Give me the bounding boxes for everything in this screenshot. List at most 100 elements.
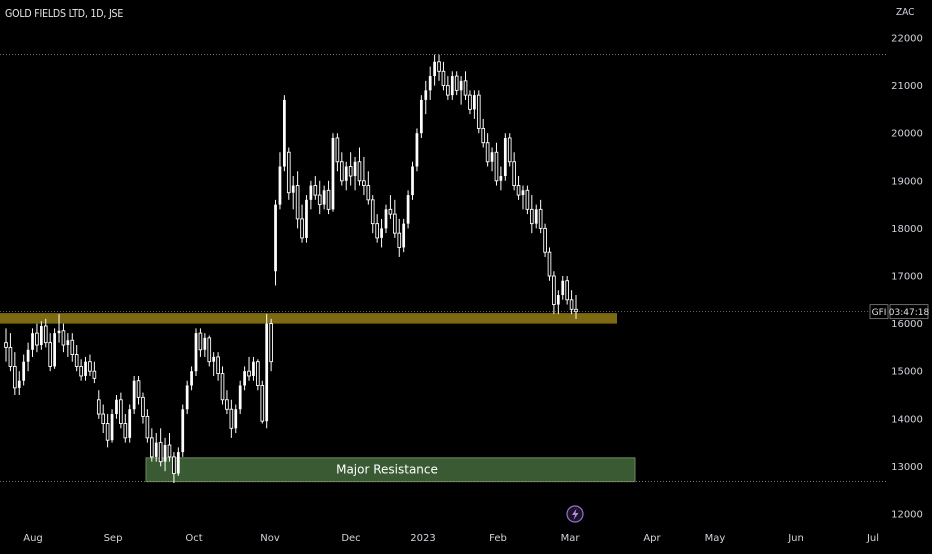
candle [388, 195, 393, 219]
candle-body-up [84, 361, 87, 376]
candle [428, 66, 432, 100]
candle [172, 452, 176, 484]
candle [543, 223, 547, 257]
candle-body-down [565, 280, 569, 301]
candle-body-down [260, 385, 265, 422]
candle-body-down [123, 423, 128, 439]
candle [128, 404, 132, 443]
candle-body-down [543, 227, 547, 253]
candle-body-down [397, 232, 402, 248]
candle [485, 133, 490, 167]
candle-body-down [454, 75, 459, 91]
candle-body-down [547, 251, 552, 277]
time-tick-label: Jun [787, 533, 804, 544]
candle-body-down [441, 70, 446, 87]
candle-body-up [212, 356, 216, 362]
symbol-title: GOLD FIELDS LTD, 1D, JSE [5, 8, 124, 20]
candle [181, 404, 185, 457]
support-zone [0, 313, 617, 324]
candle-body-down [216, 356, 220, 375]
candle [252, 356, 255, 381]
candle [22, 354, 26, 386]
candle [31, 328, 34, 357]
candle-body-down [326, 189, 331, 210]
candle [463, 71, 468, 100]
candle [53, 328, 56, 369]
time-tick-label: Jul [866, 533, 879, 544]
candle [105, 414, 110, 448]
time-tick-label: Aug [23, 533, 43, 544]
candle-body-up [194, 333, 198, 372]
candle [335, 133, 340, 172]
candle-body-down [220, 373, 225, 401]
candle-body-up [433, 61, 436, 77]
candle-body-down [393, 213, 397, 234]
candle-body-up [424, 90, 428, 100]
price-tick-label: 12000 [891, 510, 923, 521]
candle-body-up [344, 166, 348, 181]
candle-body-up [17, 380, 21, 388]
candle-body-down [362, 180, 366, 187]
candle-body-down [105, 423, 110, 441]
candle [529, 195, 534, 234]
candle [380, 218, 383, 248]
candle [556, 290, 560, 315]
candle [61, 323, 66, 353]
candle-body-down [512, 161, 516, 187]
candle-body-down [525, 189, 530, 210]
candle [476, 90, 481, 134]
candle-body-down [167, 444, 172, 458]
candle [260, 380, 265, 424]
candle [357, 147, 362, 186]
candle [8, 333, 13, 372]
candle [507, 133, 512, 167]
candle [397, 218, 402, 257]
candle-body-down [494, 151, 499, 182]
candle-body-up [419, 99, 423, 134]
time-tick-label: Dec [341, 533, 360, 544]
candle-body-up [243, 371, 246, 386]
candle-body-down [552, 275, 556, 306]
candle [419, 95, 423, 138]
candle-body-up [406, 195, 410, 224]
candle-body-down [574, 308, 578, 313]
candle-body-down [61, 330, 66, 346]
candle-body-down [13, 365, 17, 389]
candle-body-down [43, 325, 48, 344]
candle [521, 185, 525, 210]
candle-body-up [278, 166, 282, 205]
candle-body-up [132, 380, 136, 410]
candle-body-down [366, 185, 371, 201]
candle [269, 318, 273, 372]
candle-body-up [499, 176, 503, 181]
candle [516, 176, 521, 200]
candle-body-up [556, 295, 560, 305]
time-tick-label: 2023 [410, 533, 435, 544]
candle-body-down [74, 354, 79, 367]
lightning-icon[interactable] [566, 505, 584, 523]
candle [163, 437, 167, 472]
candle [468, 90, 472, 115]
candle [158, 428, 163, 467]
last-price-label[interactable]: GFI 03:47:18 [869, 304, 929, 320]
ticker-text: GFI [872, 308, 887, 318]
candle [57, 314, 61, 343]
candle [141, 392, 145, 424]
candle-body-down [158, 442, 163, 463]
candle [115, 395, 118, 419]
candle [331, 133, 335, 212]
candle-body-down [207, 337, 212, 363]
candle [48, 333, 53, 372]
candle-body-up [57, 330, 61, 334]
candle-body-down [256, 361, 260, 386]
candle [339, 152, 344, 186]
candle [243, 366, 246, 391]
price-axis: 12000 13000 14000 15000 16000 17000 18000 19000… [891, 34, 923, 521]
candle-body-up [450, 76, 454, 96]
candle-body-down [507, 137, 512, 163]
candle [145, 409, 150, 443]
price-tick-label: 14000 [891, 414, 923, 425]
candle [149, 428, 154, 462]
